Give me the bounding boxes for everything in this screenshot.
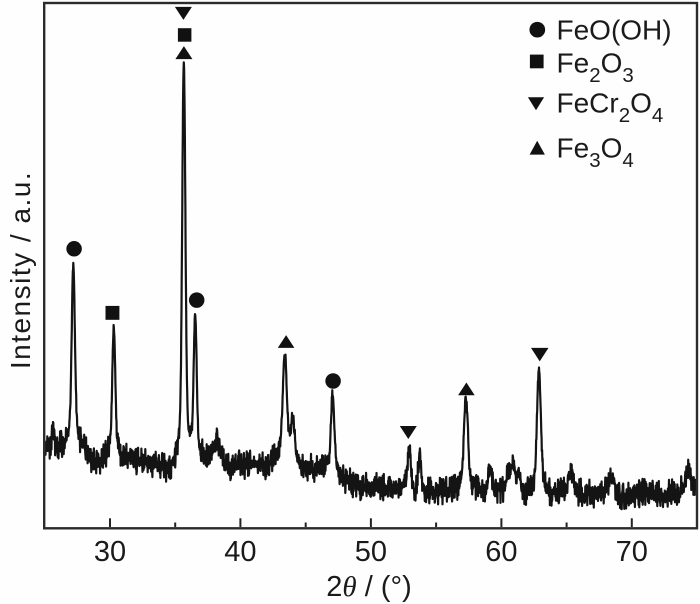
svg-text:FeCr2O4: FeCr2O4 [557, 88, 664, 128]
svg-text:60: 60 [485, 536, 517, 568]
svg-text:FeO(OH): FeO(OH) [557, 15, 672, 46]
svg-text:Intensity / a.u.: Intensity / a.u. [5, 171, 36, 369]
svg-text:Fe3O4: Fe3O4 [557, 133, 634, 173]
svg-text:40: 40 [224, 536, 256, 568]
svg-text:50: 50 [355, 536, 387, 568]
svg-text:30: 30 [94, 536, 126, 568]
svg-text:Fe2O3: Fe2O3 [557, 47, 634, 87]
svg-text:70: 70 [616, 536, 648, 568]
svg-text:2θ / (°): 2θ / (°) [326, 571, 411, 603]
